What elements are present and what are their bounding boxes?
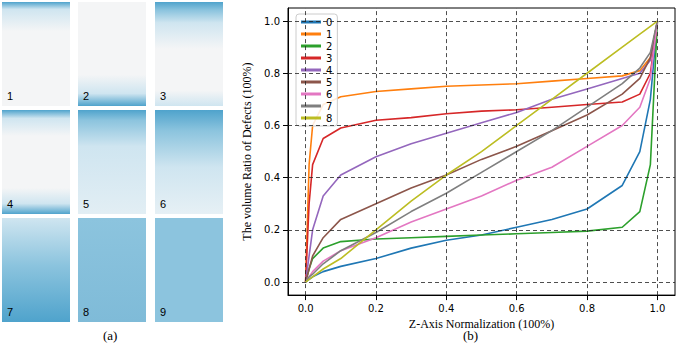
html-text:3: 3 <box>160 90 167 102</box>
svg-text:0.2: 0.2 <box>368 303 384 314</box>
svg-text:0.2: 0.2 <box>264 224 280 235</box>
html-text:8: 8 <box>83 306 90 318</box>
svg-text:The volume Ratio of Defects (1: The volume Ratio of Defects (100%) <box>240 62 254 240</box>
svg-text:Z-Axis Normalization (100%): Z-Axis Normalization (100%) <box>409 317 554 331</box>
html-text:7: 7 <box>7 306 14 318</box>
html-text:9: 9 <box>160 306 167 318</box>
html-text:4: 4 <box>7 198 14 210</box>
svg-text:0.6: 0.6 <box>509 303 525 314</box>
svg-text:5: 5 <box>326 77 332 88</box>
svg-text:0.4: 0.4 <box>438 303 454 314</box>
html-text:1: 1 <box>7 90 14 102</box>
svg-text:2: 2 <box>326 41 332 52</box>
html-text:2: 2 <box>83 90 90 102</box>
svg-text:1.0: 1.0 <box>649 303 665 314</box>
svg-text:3: 3 <box>326 53 332 64</box>
svg-text:1: 1 <box>326 29 332 40</box>
svg-text:8: 8 <box>326 113 332 124</box>
svg-text:0.8: 0.8 <box>264 68 280 79</box>
html-text:(b): (b) <box>463 328 479 343</box>
svg-text:0: 0 <box>326 17 332 28</box>
svg-text:0.4: 0.4 <box>264 172 280 183</box>
svg-text:0.0: 0.0 <box>298 303 314 314</box>
html-text:(a): (a) <box>103 328 118 343</box>
html-text:5: 5 <box>83 198 90 210</box>
svg-text:0.8: 0.8 <box>579 303 595 314</box>
svg-text:0.0: 0.0 <box>264 277 280 288</box>
svg-text:4: 4 <box>326 64 333 76</box>
svg-text:7: 7 <box>326 101 332 112</box>
html-text:6: 6 <box>160 198 167 210</box>
svg-text:1.0: 1.0 <box>264 16 280 27</box>
svg-text:0.6: 0.6 <box>264 120 280 131</box>
svg-text:6: 6 <box>326 89 332 100</box>
